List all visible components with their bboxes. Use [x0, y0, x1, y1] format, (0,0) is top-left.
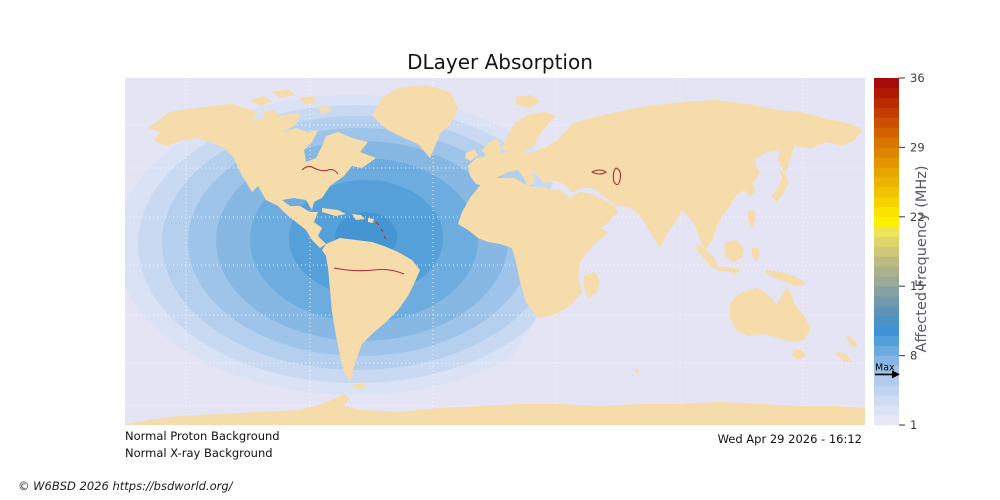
chart-title: DLayer Absorption	[0, 50, 1000, 74]
dlayer-absorption-figure: { "title": "DLayer Absorption", "status"…	[0, 0, 1000, 500]
colorbar-segment	[874, 197, 899, 207]
colorbar-segment	[874, 78, 899, 88]
colorbar-segment	[874, 375, 899, 385]
colorbar-segment	[874, 395, 899, 405]
colorbar-tick-label: 1	[910, 418, 917, 432]
colorbar-segment	[874, 266, 899, 276]
colorbar-segment	[874, 147, 899, 157]
colorbar-axis-label: Affected Frequency (MHz)	[914, 129, 930, 389]
map-canvas: 3629221581 Max	[0, 0, 1000, 500]
colorbar-segment	[874, 217, 899, 227]
colorbar-segment	[874, 207, 899, 217]
colorbar-segment	[874, 326, 899, 336]
colorbar-segment	[874, 108, 899, 118]
colorbar-segment	[874, 276, 899, 286]
colorbar-segment	[874, 415, 899, 425]
colorbar-segment	[874, 227, 899, 237]
colorbar-segment	[874, 405, 899, 415]
colorbar-segment	[874, 385, 899, 395]
xray-status-text: Normal X-ray Background	[125, 446, 273, 460]
copyright-text: © W6BSD 2026 https://bsdworld.org/	[18, 479, 233, 493]
colorbar-segment	[874, 306, 899, 316]
proton-status-text: Normal Proton Background	[125, 429, 280, 443]
colorbar-segment	[874, 247, 899, 257]
colorbar-segment	[874, 346, 899, 356]
colorbar-segment	[874, 296, 899, 306]
colorbar-segment	[874, 167, 899, 177]
colorbar-segment	[874, 177, 899, 187]
colorbar-segment	[874, 128, 899, 138]
colorbar-segment	[874, 98, 899, 108]
colorbar-segment	[874, 157, 899, 167]
colorbar-segment	[874, 286, 899, 296]
colorbar-segment	[874, 118, 899, 128]
colorbar-segment	[874, 316, 899, 326]
timestamp-text: Wed Apr 29 2026 - 16:12	[718, 432, 862, 446]
colorbar-segment	[874, 256, 899, 266]
colorbar-segment	[874, 187, 899, 197]
colorbar-segment	[874, 137, 899, 147]
colorbar-segment	[874, 336, 899, 346]
colorbar-segment	[874, 88, 899, 98]
colorbar-segment	[874, 237, 899, 247]
